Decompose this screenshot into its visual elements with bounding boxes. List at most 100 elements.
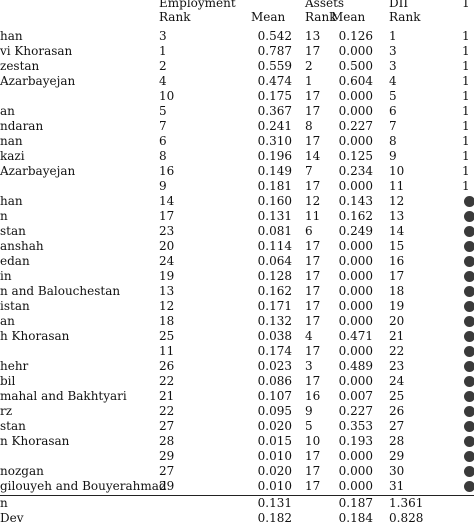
assets-mean: 0.234 <box>338 164 373 178</box>
dii-rank: 0.828 <box>389 511 424 525</box>
dot-icon <box>464 211 474 222</box>
assets-mean: 0.143 <box>338 194 373 208</box>
assets-mean: 0.125 <box>338 149 373 163</box>
employment-rank: 7 <box>159 119 167 133</box>
province-name: edan <box>0 254 30 268</box>
assets-rank: 3 <box>305 359 313 373</box>
dot-icon <box>464 466 474 477</box>
province-name: vi Khorasan <box>0 44 73 58</box>
province-name: han <box>0 29 23 43</box>
table-row: Azarbayejan 4 0.474 1 0.604 4 1 <box>0 74 474 89</box>
employment-rank: 9 <box>159 179 167 193</box>
employment-rank: 26 <box>159 359 175 373</box>
assets-mean-header: Mean <box>331 10 366 24</box>
dii-rank: 30 <box>389 464 405 478</box>
dii-mean: 1 <box>462 149 470 163</box>
table-row: bil 22 0.086 17 0.000 24 <box>0 374 474 389</box>
dot-icon <box>464 286 474 297</box>
employment-rank: 27 <box>159 464 175 478</box>
assets-rank: 5 <box>305 419 313 433</box>
employment-mean: 0.023 <box>257 359 292 373</box>
table-row: edan 24 0.064 17 0.000 16 <box>0 254 474 269</box>
employment-mean: 0.181 <box>257 179 292 193</box>
dot-icon <box>464 436 474 447</box>
assets-rank: 17 <box>305 449 321 463</box>
province-name: mahal and Bakhtyari <box>0 389 127 403</box>
province-name: istan <box>0 299 30 313</box>
employment-rank: 1 <box>159 44 167 58</box>
table-row: anshah 20 0.114 17 0.000 15 <box>0 239 474 254</box>
table-row: 9 0.181 17 0.000 11 1 <box>0 179 474 194</box>
employment-mean: 0.241 <box>257 119 292 133</box>
employment-mean: 0.174 <box>257 344 292 358</box>
assets-mean: 0.162 <box>338 209 373 223</box>
employment-mean: 0.149 <box>257 164 292 178</box>
dii-rank: 3 <box>389 44 397 58</box>
employment-rank: 16 <box>159 164 175 178</box>
dii-rank: 24 <box>389 374 405 388</box>
assets-rank: 7 <box>305 164 313 178</box>
employment-mean: 0.162 <box>257 284 292 298</box>
dii-rank: 3 <box>389 59 397 73</box>
employment-mean: 0.010 <box>257 449 292 463</box>
dii-mean: 1 <box>462 104 470 118</box>
dii-mean: 1 <box>462 59 470 73</box>
table-row: kazi 8 0.196 14 0.125 9 1 <box>0 149 474 164</box>
employment-rank: 6 <box>159 134 167 148</box>
employment-mean-header: Mean <box>251 10 286 24</box>
province-name: an <box>0 104 15 118</box>
dii-rank: 10 <box>389 164 405 178</box>
dot-icon <box>464 391 474 402</box>
table-row: an 5 0.367 17 0.000 6 1 <box>0 104 474 119</box>
employment-rank: 3 <box>159 29 167 43</box>
dot-icon <box>464 241 474 252</box>
table-row: n 17 0.131 11 0.162 13 <box>0 209 474 224</box>
province-name: h Khorasan <box>0 329 70 343</box>
province-name: kazi <box>0 149 25 163</box>
assets-mean: 0.000 <box>338 239 373 253</box>
province-name: Dev <box>0 511 24 525</box>
employment-mean: 0.474 <box>257 74 292 88</box>
table-row: mahal and Bakhtyari 21 0.107 16 0.007 25 <box>0 389 474 404</box>
dii-rank: 25 <box>389 389 405 403</box>
assets-mean: 0.604 <box>338 74 373 88</box>
assets-mean: 0.126 <box>338 29 373 43</box>
assets-mean: 0.227 <box>338 119 373 133</box>
dii-rank: 26 <box>389 404 405 418</box>
dii-rank: 27 <box>389 419 405 433</box>
employment-rank: 10 <box>159 89 175 103</box>
employment-mean: 0.114 <box>257 239 292 253</box>
table-row: 10 0.175 17 0.000 5 1 <box>0 89 474 104</box>
dii-rank: 1 <box>389 29 397 43</box>
table-row: han 3 0.542 13 0.126 1 1 <box>0 29 474 44</box>
assets-mean: 0.000 <box>338 464 373 478</box>
employment-mean: 0.542 <box>257 29 292 43</box>
assets-mean: 0.000 <box>338 179 373 193</box>
dii-rank-header: Rank <box>389 10 421 24</box>
assets-mean: 0.000 <box>338 134 373 148</box>
assets-rank: 17 <box>305 344 321 358</box>
table-row: istan 12 0.171 17 0.000 19 <box>0 299 474 314</box>
dot-icon <box>464 331 474 342</box>
summary-row: n 0.131 0.187 1.361 <box>0 496 474 511</box>
dii-rank: 20 <box>389 314 405 328</box>
dii-mean: 1 <box>462 29 470 43</box>
province-name: n and Balouchestan <box>0 284 121 298</box>
province-name: rz <box>0 404 13 418</box>
employment-mean: 0.081 <box>257 224 292 238</box>
dii-rank: 14 <box>389 224 405 238</box>
dii-rank: 18 <box>389 284 405 298</box>
dii-rank: 29 <box>389 449 405 463</box>
dot-icon <box>464 226 474 237</box>
assets-mean: 0.184 <box>338 511 373 525</box>
dii-rank: 11 <box>389 179 405 193</box>
province-name: stan <box>0 224 26 238</box>
assets-mean: 0.000 <box>338 254 373 268</box>
employment-mean: 0.367 <box>257 104 292 118</box>
employment-mean: 0.131 <box>257 496 292 510</box>
employment-rank: 23 <box>159 224 175 238</box>
dii-mean: 1 <box>462 44 470 58</box>
assets-rank: 17 <box>305 374 321 388</box>
dii-mean: 1 <box>462 89 470 103</box>
